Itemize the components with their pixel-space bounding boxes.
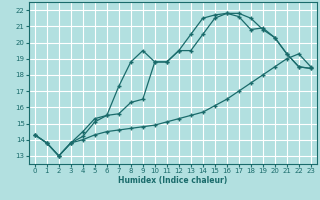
X-axis label: Humidex (Indice chaleur): Humidex (Indice chaleur) <box>118 176 228 185</box>
